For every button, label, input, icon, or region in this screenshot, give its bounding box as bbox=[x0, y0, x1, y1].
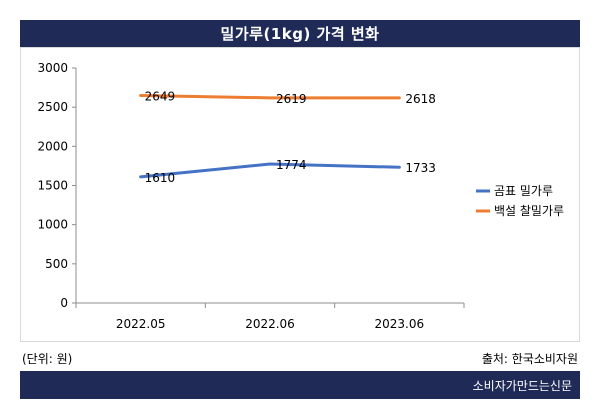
x-tick-label: 2022.06 bbox=[245, 317, 295, 331]
series-line-1 bbox=[139, 162, 401, 179]
chart-area: 0 500 1000 1500 2000 2500 3000 2022.05 2022.06 20… bbox=[20, 47, 580, 342]
chart-title: 밀가루(1kg) 가격 변화 bbox=[20, 20, 580, 47]
data-label: 2619 bbox=[276, 92, 307, 106]
y-tick-label: 3000 bbox=[37, 61, 68, 75]
y-tick-label: 2000 bbox=[37, 139, 68, 153]
series-line-2 bbox=[139, 93, 401, 100]
data-label: 2618 bbox=[405, 92, 436, 106]
line-chart: 0 500 1000 1500 2000 2500 3000 2022.05 2022.06 20… bbox=[37, 61, 564, 331]
y-tick-label: 2500 bbox=[37, 100, 68, 114]
data-label: 2649 bbox=[145, 89, 176, 103]
y-tick-label: 1500 bbox=[37, 179, 68, 193]
source-note: 출처: 한국소비자원 bbox=[481, 352, 578, 366]
legend-label-1: 곰표 밀가루 bbox=[494, 184, 553, 198]
unit-note: (단위: 원) bbox=[22, 352, 73, 366]
x-tick-label: 2023.06 bbox=[375, 317, 425, 331]
data-label: 1610 bbox=[145, 171, 176, 185]
y-tick-label: 500 bbox=[45, 257, 68, 271]
legend-label-2: 백설 찰밀가루 bbox=[494, 204, 564, 218]
data-label: 1733 bbox=[405, 161, 436, 175]
y-tick-label: 0 bbox=[60, 296, 68, 310]
publisher-footer: 소비자가만드는신문 bbox=[20, 371, 580, 399]
x-tick-label: 2022.05 bbox=[116, 317, 166, 331]
y-tick-label: 1000 bbox=[37, 218, 68, 232]
data-label: 1774 bbox=[276, 158, 307, 172]
